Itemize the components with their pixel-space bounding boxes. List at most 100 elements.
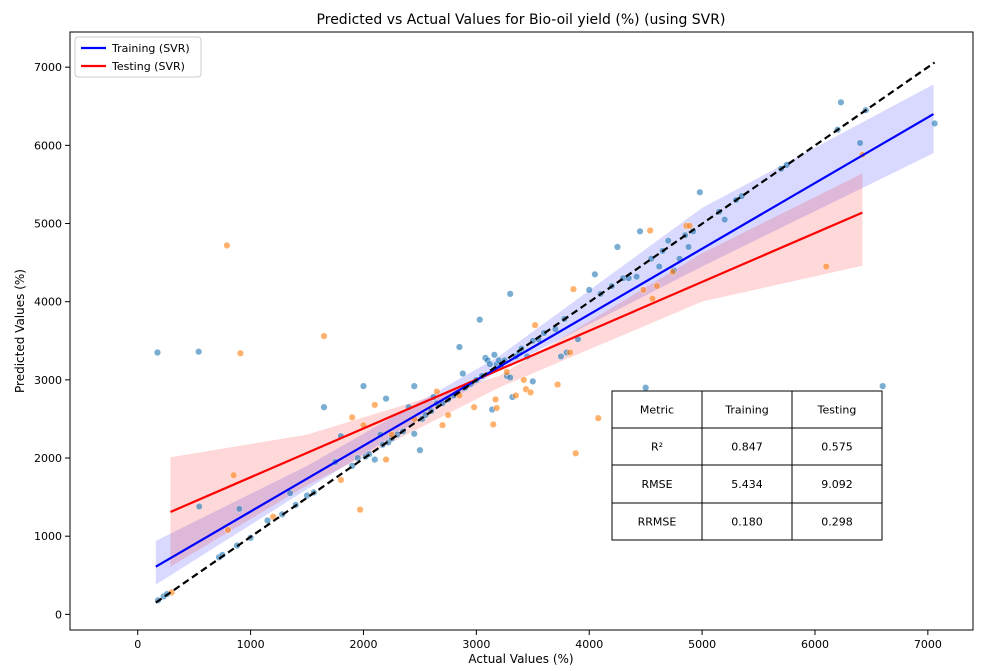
metrics-table: Metric Training Testing R² 0.847 0.575 RMSE 5.4… <box>611 390 883 541</box>
testing-point <box>224 526 232 534</box>
table-cell <box>701 427 793 466</box>
y-tick-label: 4000 <box>34 296 62 309</box>
training-point <box>410 382 418 390</box>
table-cell-text: 9.092 <box>821 478 853 491</box>
training-point <box>416 446 424 454</box>
testing-point <box>594 414 602 422</box>
training-point <box>486 360 494 368</box>
table-cell-text: R² <box>651 441 663 454</box>
training-point <box>557 352 565 360</box>
training-point <box>153 348 161 356</box>
testing-point <box>320 332 328 340</box>
testing-point <box>337 476 345 484</box>
testing-confidence-band <box>170 173 863 567</box>
table-cell <box>791 427 883 466</box>
testing-point <box>569 285 577 293</box>
table-cell <box>701 390 793 429</box>
x-tick-label: 1000 <box>237 638 265 651</box>
training-point <box>664 237 672 245</box>
table-cell-text: 0.298 <box>821 516 853 529</box>
testing-point <box>648 295 656 303</box>
y-tick-label: 3000 <box>34 374 62 387</box>
y-tick-label: 7000 <box>34 61 62 74</box>
testing-point <box>489 420 497 428</box>
training-point <box>354 454 362 462</box>
legend-label: Testing (SVR) <box>111 60 185 73</box>
y-axis-label: Predicted Values (%) <box>13 269 27 393</box>
testing-point <box>646 227 654 235</box>
training-point <box>264 517 272 525</box>
x-tick-label: 0 <box>134 638 141 651</box>
training-point <box>591 270 599 278</box>
table-cell <box>611 464 703 504</box>
training-point <box>506 374 514 382</box>
training-point <box>585 286 593 294</box>
ideal-fit-line <box>155 61 936 604</box>
table-cell-text: 0.180 <box>731 516 763 529</box>
table-cell <box>791 390 883 429</box>
testing-point <box>438 421 446 429</box>
table-cell-text: 0.847 <box>731 441 763 454</box>
x-tick-label: 2000 <box>349 638 377 651</box>
testing-point <box>371 401 379 409</box>
x-tick-label: 7000 <box>914 638 942 651</box>
table-cell <box>611 427 703 466</box>
training-point <box>476 316 484 324</box>
table-cell-text: RMSE <box>641 478 672 491</box>
training-point <box>235 505 243 513</box>
testing-point <box>492 395 500 403</box>
training-point <box>655 263 663 271</box>
training-point <box>633 273 641 281</box>
table-cell-text: 5.434 <box>731 478 763 491</box>
training-point <box>506 290 514 298</box>
testing-point <box>470 403 478 411</box>
training-fit-line <box>155 113 935 568</box>
testing-point <box>503 368 511 376</box>
testing-point <box>686 222 694 230</box>
table-header-text: Training <box>724 404 768 417</box>
testing-point <box>356 506 364 514</box>
testing-point <box>433 388 441 396</box>
table-header-text: Metric <box>640 404 674 417</box>
training-point <box>459 370 467 378</box>
table-cell-text: RRMSE <box>638 516 677 529</box>
testing-point <box>223 241 231 249</box>
testing-point <box>512 391 520 399</box>
table-cell <box>611 502 703 541</box>
testing-point <box>527 388 535 396</box>
testing-point <box>566 348 574 356</box>
training-point <box>837 98 845 106</box>
table-header-text: Testing <box>817 404 857 417</box>
training-point <box>490 351 498 359</box>
training-point <box>931 119 939 127</box>
training-point <box>642 384 650 392</box>
testing-point <box>639 286 647 294</box>
training-point <box>856 139 864 147</box>
training-point <box>320 403 328 411</box>
training-point <box>529 377 537 385</box>
y-tick-label: 0 <box>55 608 62 621</box>
training-point <box>195 348 203 356</box>
plot-frame <box>69 31 974 631</box>
training-point <box>286 489 294 497</box>
training-point <box>721 216 729 224</box>
x-tick-label: 5000 <box>688 638 716 651</box>
training-point <box>371 456 379 464</box>
testing-point <box>531 321 539 329</box>
table-cell <box>611 390 703 429</box>
x-axis-label: Actual Values (%) <box>468 652 573 666</box>
testing-point <box>520 376 528 384</box>
y-tick-label: 1000 <box>34 530 62 543</box>
plot-area <box>153 61 939 604</box>
testing-point <box>669 268 677 276</box>
training-point <box>195 502 203 510</box>
training-point <box>636 227 644 235</box>
training-point <box>696 188 704 196</box>
testing-point <box>444 411 452 419</box>
table-cell-text: 0.575 <box>821 441 853 454</box>
x-tick-label: 6000 <box>801 638 829 651</box>
x-tick-label: 4000 <box>575 638 603 651</box>
training-point <box>879 382 887 390</box>
table-cell <box>791 502 883 541</box>
testing-point <box>493 404 501 412</box>
